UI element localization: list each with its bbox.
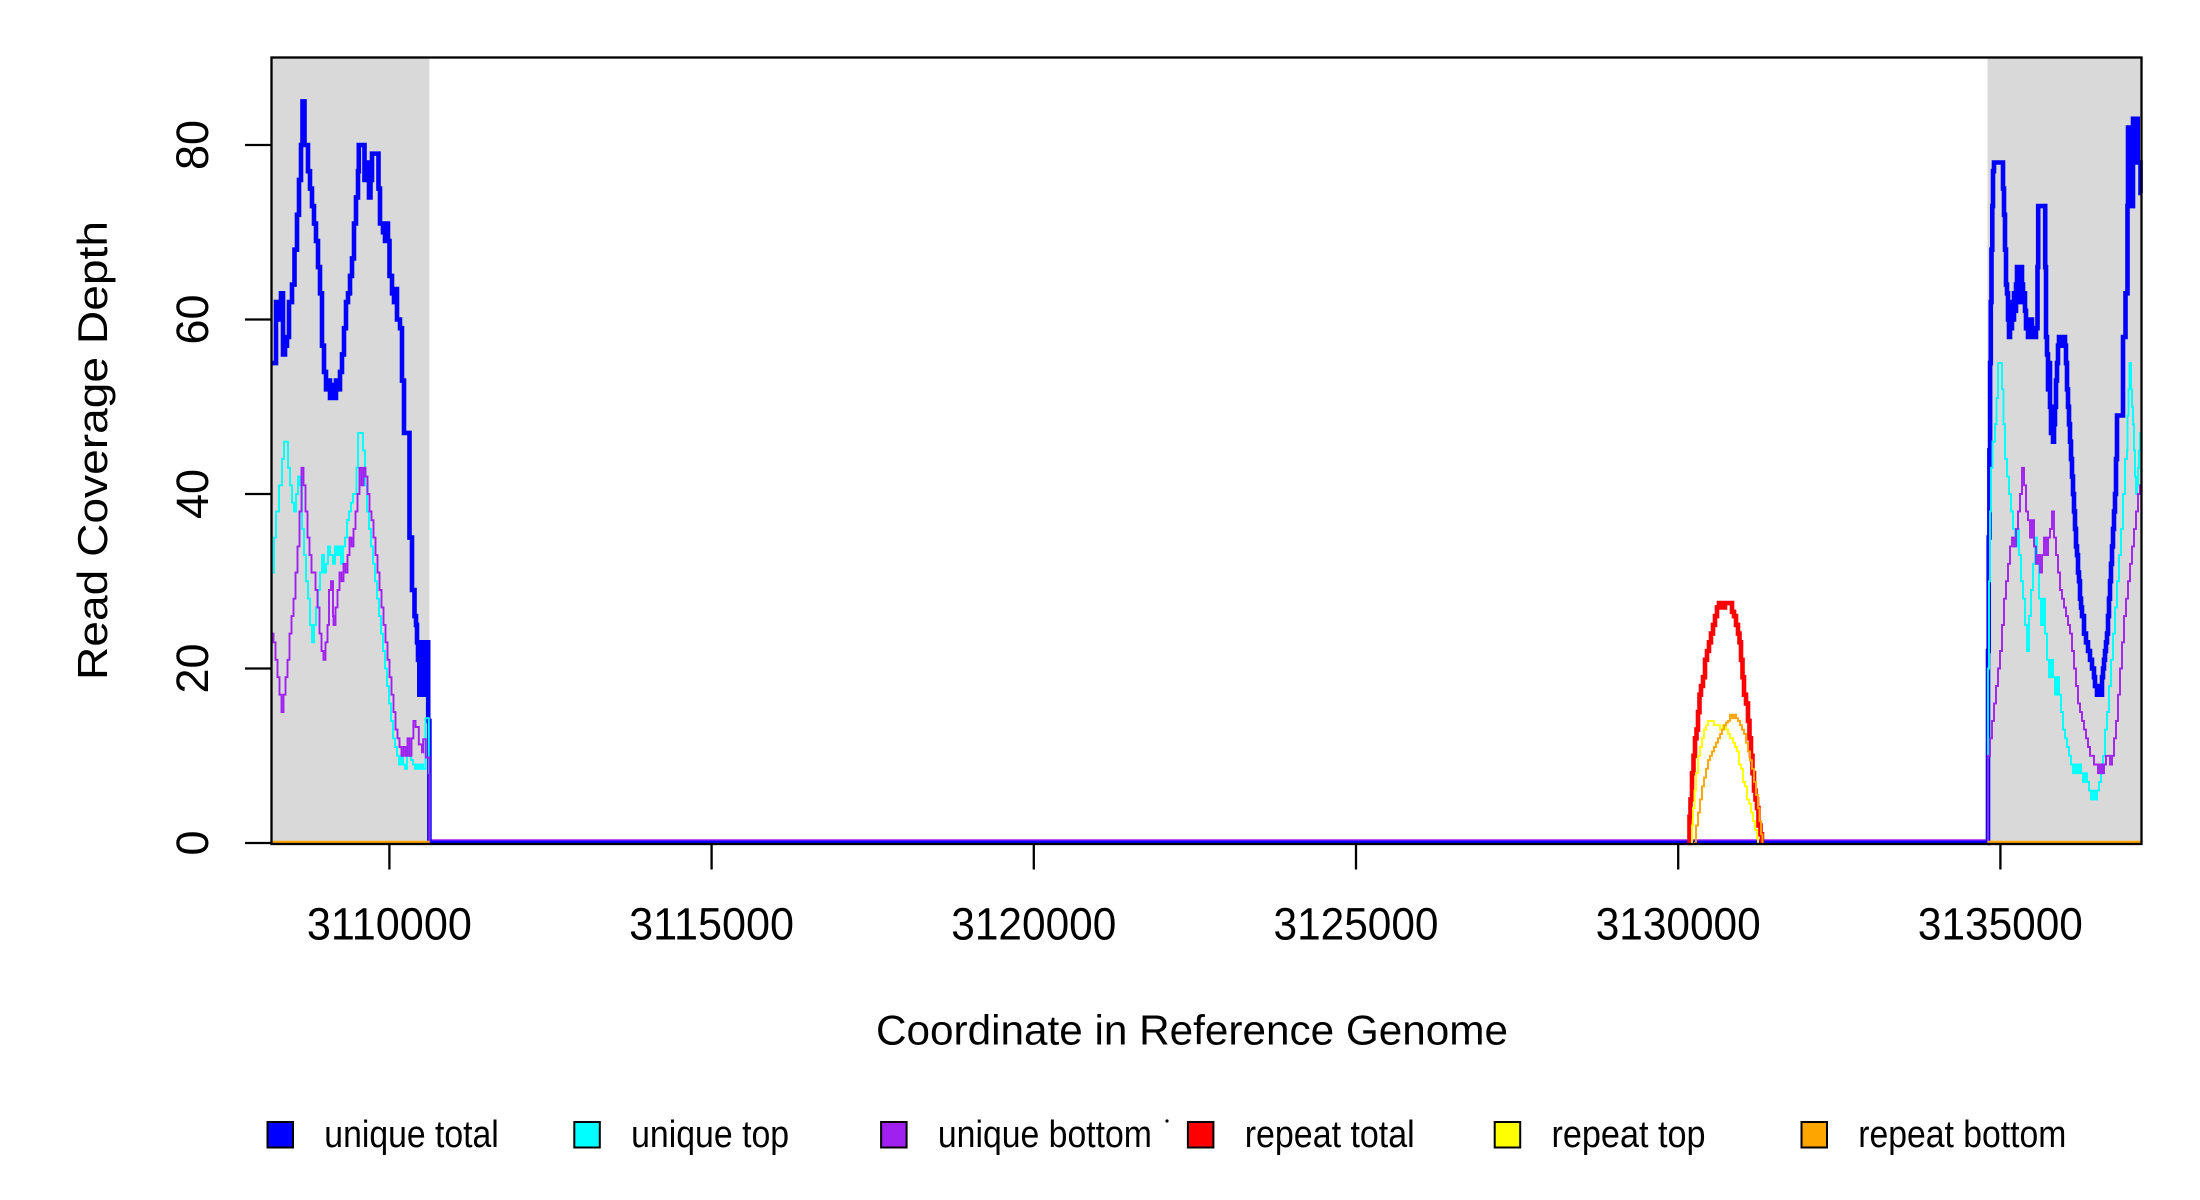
svg-text:40: 40 [167, 469, 218, 519]
svg-text:3130000: 3130000 [1596, 899, 1761, 950]
svg-text:repeat bottom: repeat bottom [1858, 1114, 2066, 1156]
svg-text:3135000: 3135000 [1918, 899, 2083, 950]
svg-text:80: 80 [167, 120, 218, 170]
svg-text:3115000: 3115000 [629, 899, 794, 950]
svg-text:20: 20 [167, 643, 218, 693]
svg-text:Coordinate in Reference Genome: Coordinate in Reference Genome [876, 1007, 1508, 1054]
svg-text:3120000: 3120000 [951, 899, 1116, 950]
svg-text:unique bottom: unique bottom [938, 1114, 1152, 1156]
svg-text:Read Coverage Depth: Read Coverage Depth [69, 221, 116, 680]
svg-text:repeat total: repeat total [1245, 1114, 1415, 1156]
svg-text:60: 60 [167, 294, 218, 344]
svg-text:unique top: unique top [631, 1114, 789, 1156]
svg-text:0: 0 [167, 830, 218, 855]
svg-text:3110000: 3110000 [307, 899, 472, 950]
svg-text:unique total: unique total [324, 1114, 499, 1156]
svg-text:repeat top: repeat top [1552, 1114, 1706, 1156]
svg-text:3125000: 3125000 [1274, 899, 1439, 950]
